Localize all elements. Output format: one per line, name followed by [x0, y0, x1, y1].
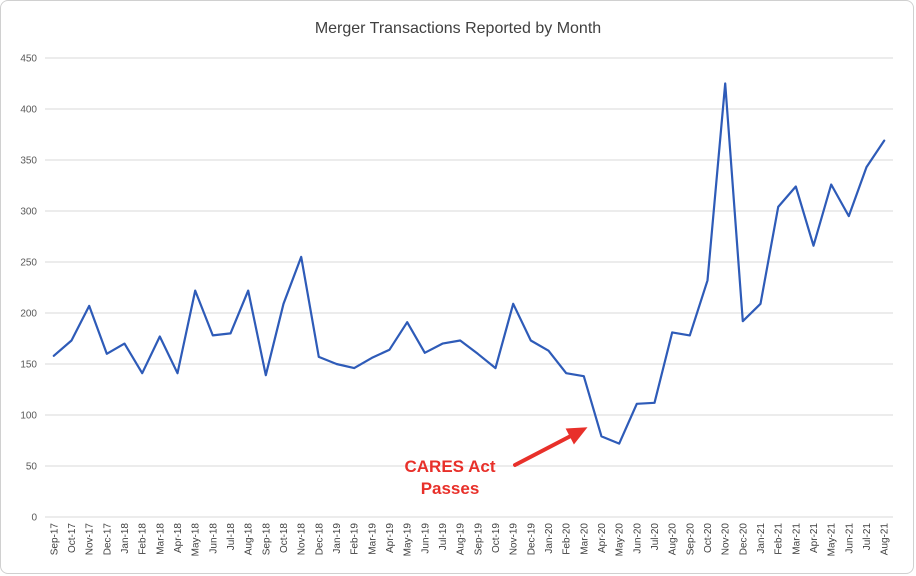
x-tick-label: Dec-20 — [738, 523, 749, 556]
x-tick-label: Sep-17 — [49, 523, 60, 556]
x-tick-label: Mar-20 — [579, 523, 590, 555]
x-tick-label: Apr-21 — [809, 523, 820, 553]
x-tick-label: Jan-20 — [544, 523, 555, 554]
x-tick-label: Feb-21 — [774, 523, 785, 555]
x-tick-label: Jul-21 — [862, 523, 873, 551]
x-tick-label: Nov-18 — [297, 523, 308, 556]
x-tick-label: Apr-18 — [173, 523, 184, 553]
x-tick-label: Dec-17 — [102, 523, 113, 556]
chart-title: Merger Transactions Reported by Month — [314, 20, 602, 37]
x-tick-label: Jun-19 — [420, 523, 431, 554]
y-tick-label: 150 — [20, 360, 37, 371]
x-tick-label: Jul-20 — [650, 523, 661, 551]
y-tick-label: 450 — [20, 54, 37, 65]
y-tick-label: 200 — [20, 309, 37, 320]
x-tick-label: Jun-18 — [208, 523, 219, 554]
y-tick-label: 0 — [31, 513, 37, 524]
x-tick-label: Aug-20 — [668, 523, 679, 556]
x-tick-label: Jan-21 — [756, 523, 767, 554]
x-tick-label: Oct-19 — [491, 523, 502, 553]
x-tick-label: Aug-19 — [456, 523, 467, 556]
x-tick-label: Dec-18 — [314, 523, 325, 556]
y-axis-ticks: 0 50 100 150 200 250 300 350 400 450 — [20, 54, 37, 524]
x-tick-label: May-20 — [615, 523, 626, 557]
gridlines — [45, 57, 893, 518]
annotation-arrow-head — [565, 427, 588, 445]
series-group — [52, 82, 886, 445]
x-tick-label: Jul-18 — [226, 523, 237, 551]
x-tick-label: Jan-18 — [120, 523, 131, 554]
x-tick-label: Aug-21 — [880, 523, 891, 556]
x-tick-label: Nov-17 — [85, 523, 96, 556]
y-tick-label: 50 — [26, 462, 38, 473]
y-tick-label: 400 — [20, 105, 37, 116]
x-tick-label: Sep-20 — [685, 523, 696, 556]
x-tick-label: Aug-18 — [244, 523, 255, 556]
x-tick-label: Nov-20 — [721, 523, 732, 556]
annotation-text: Passes — [421, 479, 480, 498]
x-tick-label: Mar-19 — [367, 523, 378, 555]
x-tick-label: Apr-20 — [597, 523, 608, 553]
x-tick-label: May-18 — [191, 523, 202, 557]
x-tick-label: May-19 — [403, 523, 414, 557]
x-tick-label: Sep-18 — [261, 523, 272, 556]
y-tick-label: 100 — [20, 411, 37, 422]
x-tick-label: Feb-19 — [350, 523, 361, 555]
annotation-arrow-shaft — [513, 434, 572, 467]
x-tick-label: Jan-19 — [332, 523, 343, 554]
x-tick-label: Mar-18 — [155, 523, 166, 555]
x-tick-label: Feb-18 — [138, 523, 149, 555]
x-tick-label: Dec-19 — [526, 523, 537, 556]
y-tick-label: 350 — [20, 156, 37, 167]
x-tick-label: Feb-20 — [562, 523, 573, 555]
x-tick-label: Jun-20 — [632, 523, 643, 554]
x-tick-label: Mar-21 — [791, 523, 802, 555]
series-line — [52, 82, 886, 445]
x-tick-label: Apr-19 — [385, 523, 396, 553]
x-tick-label: Jul-19 — [438, 523, 449, 551]
x-tick-label: Sep-19 — [473, 523, 484, 556]
x-tick-label: Oct-18 — [279, 523, 290, 553]
x-tick-label: Oct-20 — [703, 523, 714, 553]
x-tick-label: May-21 — [827, 523, 838, 557]
annotation-group: CARES Act Passes — [405, 427, 588, 498]
x-tick-label: Jun-21 — [844, 523, 855, 554]
annotation-text: CARES Act — [405, 457, 496, 476]
y-tick-label: 300 — [20, 207, 37, 218]
y-tick-label: 250 — [20, 258, 37, 269]
x-tick-label: Oct-17 — [67, 523, 78, 553]
x-tick-label: Nov-19 — [509, 523, 520, 556]
x-axis-ticks: Sep-17 Oct-17 Nov-17 Dec-17 Jan-18 Feb-18 Mar-… — [49, 523, 890, 557]
